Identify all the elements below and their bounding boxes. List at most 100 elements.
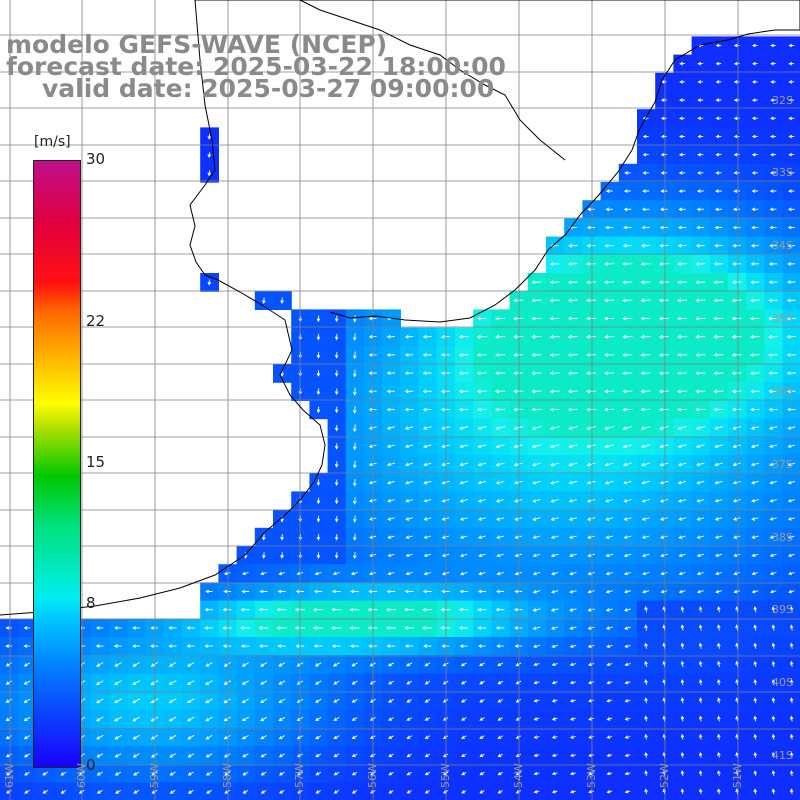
wind-arrow [313, 644, 323, 648]
wind-arrow [622, 334, 633, 339]
wind-arrow [459, 589, 468, 594]
wind-arrow [495, 462, 505, 467]
wind-arrow [404, 589, 414, 594]
wind-arrow [207, 152, 212, 159]
wind-arrow [352, 369, 357, 378]
wind-arrow [753, 660, 758, 667]
wind-arrow [569, 789, 576, 794]
wind-arrow [477, 480, 487, 485]
wind-arrow [696, 517, 705, 521]
wind-arrow [96, 716, 104, 722]
wind-arrow [423, 517, 432, 521]
wind-arrow [315, 735, 322, 740]
wind-arrow [717, 606, 721, 613]
wind-arrow [605, 499, 614, 503]
wind-arrow [642, 571, 650, 576]
wind-arrow [714, 517, 723, 521]
wind-arrow [533, 698, 540, 703]
wind-arrow [769, 571, 777, 576]
wind-arrow [696, 589, 704, 594]
wind-arrow [113, 644, 122, 648]
wind-arrow [404, 462, 414, 467]
wind-arrow [207, 134, 212, 140]
wind-arrow [786, 316, 796, 321]
wind-arrow [567, 298, 578, 303]
wind-arrow [423, 571, 432, 576]
wind-arrow [733, 98, 740, 102]
wind-arrow [623, 207, 632, 212]
wind-arrow [787, 243, 796, 248]
wind-arrow [260, 680, 268, 685]
wind-arrow [588, 771, 595, 776]
longitude-label: 51W [731, 763, 744, 788]
wind-arrow [551, 662, 558, 667]
longitude-label: 61W [3, 763, 16, 788]
wind-arrow [551, 717, 558, 721]
wind-arrow [678, 189, 686, 193]
wind-arrow [606, 698, 613, 703]
wind-arrow [477, 517, 486, 521]
wind-arrow [733, 43, 740, 48]
wind-arrow [423, 553, 431, 558]
wind-arrow [569, 535, 577, 539]
wind-arrow [698, 697, 703, 704]
wind-arrow [260, 735, 267, 740]
wind-arrow [132, 626, 140, 630]
wind-arrow [207, 170, 212, 177]
wind-arrow [334, 497, 339, 505]
wind-arrow [622, 389, 633, 394]
wind-arrow [241, 680, 250, 685]
wind-arrow [771, 697, 776, 704]
wind-arrow [550, 499, 559, 503]
wind-arrow [677, 262, 687, 266]
wind-arrow [351, 753, 358, 758]
wind-arrow [644, 770, 648, 776]
wind-arrow [96, 662, 104, 667]
wind-arrow [769, 480, 777, 485]
wind-arrow [569, 571, 577, 576]
wind-arrow [96, 771, 103, 776]
wind-arrow [240, 644, 250, 648]
wind-arrow [224, 771, 231, 776]
wind-arrow [133, 789, 140, 794]
wind-arrow [733, 207, 741, 212]
wind-arrow [422, 589, 432, 594]
wind-arrow [23, 735, 31, 740]
wind-arrow [604, 462, 614, 467]
wind-arrow [733, 61, 740, 66]
wind-arrow [549, 371, 560, 376]
wind-arrow [406, 771, 412, 776]
wind-arrow [567, 353, 578, 357]
wind-arrow [569, 698, 576, 703]
wind-arrow [240, 607, 250, 612]
wind-arrow [241, 735, 249, 740]
wind-arrow [406, 790, 412, 794]
wind-arrow [5, 735, 12, 740]
wind-arrow [680, 788, 685, 795]
wind-arrow [204, 644, 214, 648]
wind-arrow [642, 171, 649, 175]
wind-arrow [497, 735, 503, 739]
wind-arrow [587, 589, 595, 594]
wind-arrow [260, 571, 267, 576]
wind-arrow [114, 680, 122, 685]
wind-arrow [458, 607, 469, 612]
wind-arrow [334, 534, 339, 541]
wind-arrow [713, 353, 724, 357]
wind-arrow [5, 662, 12, 667]
wind-arrow [461, 753, 467, 757]
wind-arrow [260, 698, 268, 703]
wind-arrow [787, 444, 796, 448]
wind-arrow [753, 751, 758, 758]
wind-arrow [587, 626, 595, 630]
wind-arrow [624, 735, 631, 739]
wind-arrow [532, 589, 541, 594]
wind-arrow [640, 444, 651, 449]
wind-arrow [731, 353, 742, 357]
wind-arrow [623, 517, 632, 521]
wind-arrow [242, 771, 249, 776]
wind-arrow [606, 662, 613, 667]
wind-arrow [714, 498, 723, 503]
